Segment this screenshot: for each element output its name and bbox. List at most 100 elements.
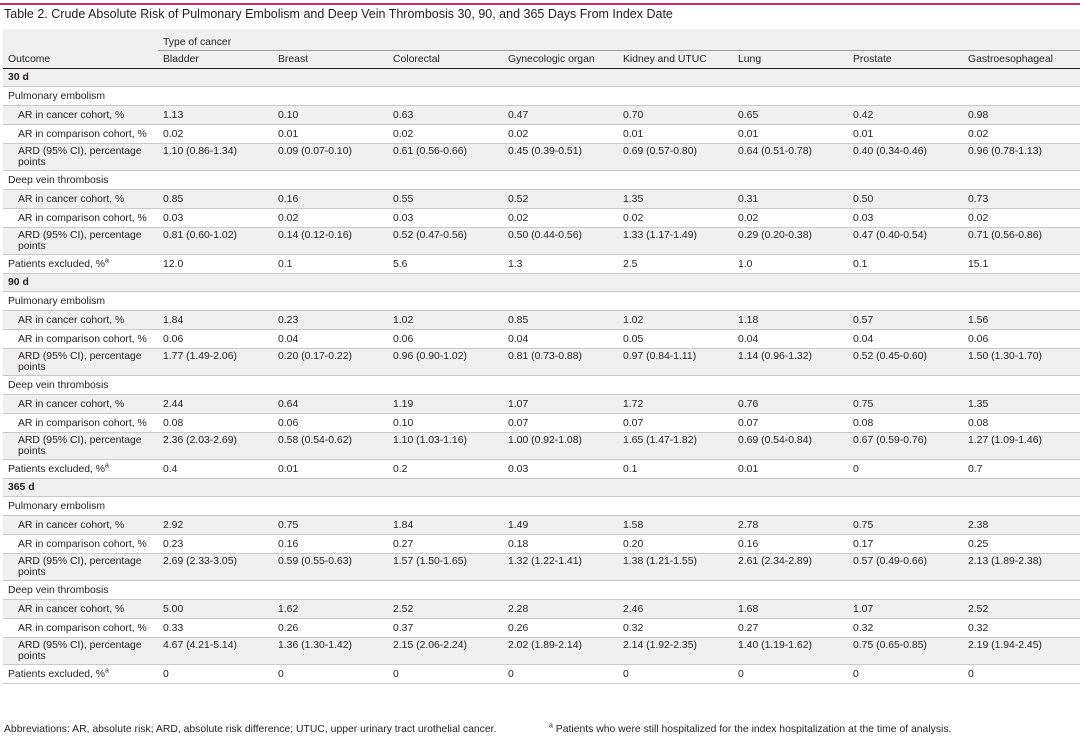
table-cell: 0.37 xyxy=(393,622,414,634)
table-title: Table 2. Crude Absolute Risk of Pulmonar… xyxy=(4,7,673,21)
footnote-marker: a xyxy=(105,667,109,675)
table-cell: 0.1 xyxy=(623,463,638,475)
table-cell: 2.14 (1.92-2.35) xyxy=(618,637,733,665)
table-cell: 1.58 xyxy=(618,515,733,535)
column-header: Lung xyxy=(733,50,848,69)
table-cell: 0.32 xyxy=(853,622,874,634)
excluded-label-text: Patients excluded, % xyxy=(8,258,106,270)
type-of-cancer-header: Type of cancer xyxy=(158,29,1080,51)
table-cell: 1.0 xyxy=(738,258,753,270)
outcome-group-row: Pulmonary embolism xyxy=(3,497,1080,516)
excluded-label: Patients excluded, %a xyxy=(3,460,158,479)
table-cell: 0.57 xyxy=(848,310,963,330)
column-header: Breast xyxy=(273,50,388,69)
table-cell: 1.13 xyxy=(158,105,273,125)
table-cell: 0.55 xyxy=(388,189,503,209)
period-label: 90 d xyxy=(3,273,158,292)
table-cell: 0.1 xyxy=(278,258,293,270)
table-cell: 0.52 xyxy=(503,189,618,209)
table-cell: 0.17 xyxy=(853,538,874,550)
header-row-group: Type of cancer xyxy=(3,29,1080,51)
table-row: AR in cancer cohort, % 2.92 0.75 1.84 1.49 1.… xyxy=(3,515,1080,535)
table-cell: 0.02 xyxy=(278,212,299,224)
table-cell: 0.07 xyxy=(623,417,644,429)
row-label: ARD (95% CI), percentage points xyxy=(3,432,158,460)
table-row: AR in cancer cohort, % 1.84 0.23 1.02 0.85 1.… xyxy=(3,310,1080,330)
table-cell: 2.02 (1.89-2.14) xyxy=(503,637,618,665)
table-cell: 1.57 (1.50-1.65) xyxy=(388,553,503,581)
table-cell: 0.81 (0.73-0.88) xyxy=(503,348,618,376)
column-header: Colorectal xyxy=(388,50,503,69)
table-cell: 2.92 xyxy=(158,515,273,535)
footnote-marker: a xyxy=(105,257,109,265)
table-cell: 0.02 xyxy=(393,128,414,140)
table-cell: 1.62 xyxy=(273,599,388,619)
table-cell: 1.40 (1.19-1.62) xyxy=(733,637,848,665)
outcome-fill xyxy=(158,87,1080,106)
table-cell: 2.28 xyxy=(503,599,618,619)
table-cell: 0.58 (0.54-0.62) xyxy=(273,432,388,460)
table-cell: 0.75 xyxy=(848,394,963,414)
table-cell: 0 xyxy=(623,668,629,680)
row-label: AR in cancer cohort, % xyxy=(3,105,158,125)
table-cell: 5.00 xyxy=(158,599,273,619)
table-cell: 2.38 xyxy=(963,515,1080,535)
table-row: ARD (95% CI), percentage points 0.81 (0.6… xyxy=(3,227,1080,255)
table-cell: 0.01 xyxy=(623,128,644,140)
excluded-label-text: Patients excluded, % xyxy=(8,668,106,680)
table-cell: 0.61 (0.56-0.66) xyxy=(388,143,503,171)
header-spacer xyxy=(3,29,158,51)
table-cell: 0 xyxy=(738,668,744,680)
table-cell: 0.67 (0.59-0.76) xyxy=(848,432,963,460)
table-cell: 0.20 (0.17-0.22) xyxy=(273,348,388,376)
table-cell: 0.57 (0.49-0.66) xyxy=(848,553,963,581)
table-cell: 0.08 xyxy=(853,417,874,429)
table-cell: 0.85 xyxy=(503,310,618,330)
table-cell: 2.15 (2.06-2.24) xyxy=(388,637,503,665)
outcome-group-row: Deep vein thrombosis xyxy=(3,376,1080,395)
table-row: ARD (95% CI), percentage points 4.67 (4.2… xyxy=(3,637,1080,665)
table-cell: 0.03 xyxy=(853,212,874,224)
table-cell: 1.65 (1.47-1.82) xyxy=(618,432,733,460)
table-row: AR in comparison cohort, % 0.08 0.06 0.10 0.… xyxy=(3,414,1080,433)
row-label: AR in comparison cohort, % xyxy=(18,417,147,429)
table-cell: 0.16 xyxy=(738,538,759,550)
period-label: 365 d xyxy=(3,478,158,497)
table-cell: 0.23 xyxy=(163,538,184,550)
table-cell: 0.02 xyxy=(163,128,184,140)
outcome-header: Outcome xyxy=(3,50,158,69)
table-cell: 2.19 (1.94-2.45) xyxy=(963,637,1080,665)
table-cell: 0.50 (0.44-0.56) xyxy=(503,227,618,255)
excluded-row: Patients excluded, %a 0.4 0.01 0.2 0.03 0.1 0.… xyxy=(3,460,1080,479)
period-label: 30 d xyxy=(3,68,158,87)
table-cell: 1.72 xyxy=(618,394,733,414)
table-cell: 0.16 xyxy=(273,189,388,209)
table-cell: 0.08 xyxy=(968,417,989,429)
table-cell: 0.97 (0.84-1.11) xyxy=(618,348,733,376)
table-cell: 2.5 xyxy=(623,258,638,270)
table-cell: 2.61 (2.34-2.89) xyxy=(733,553,848,581)
table-cell: 0.85 xyxy=(158,189,273,209)
table-cell: 2.46 xyxy=(618,599,733,619)
table-cell: 1.49 xyxy=(503,515,618,535)
table-cell: 0.4 xyxy=(163,463,178,475)
table-cell: 1.84 xyxy=(158,310,273,330)
table-cell: 1.50 (1.30-1.70) xyxy=(963,348,1080,376)
table-cell: 0.33 xyxy=(163,622,184,634)
table-cell: 0.18 xyxy=(508,538,529,550)
table-cell: 1.36 (1.30-1.42) xyxy=(273,637,388,665)
period-fill xyxy=(158,478,1080,497)
table-cell: 2.52 xyxy=(388,599,503,619)
table-row: AR in comparison cohort, % 0.02 0.01 0.02 0.… xyxy=(3,125,1080,144)
outcome-group-row: Pulmonary embolism xyxy=(3,292,1080,311)
table-row: AR in cancer cohort, % 1.13 0.10 0.63 0.47 0.… xyxy=(3,105,1080,125)
table-cell: 0.40 (0.34-0.46) xyxy=(848,143,963,171)
table-cell: 0.03 xyxy=(508,463,529,475)
table-cell: 2.44 xyxy=(158,394,273,414)
excluded-label-text: Patients excluded, % xyxy=(8,463,106,475)
table-cell: 0.02 xyxy=(738,212,759,224)
table-cell: 0.05 xyxy=(623,333,644,345)
row-label: ARD (95% CI), percentage points xyxy=(3,348,158,376)
table-cell: 1.02 xyxy=(388,310,503,330)
table-cell: 0.04 xyxy=(508,333,529,345)
